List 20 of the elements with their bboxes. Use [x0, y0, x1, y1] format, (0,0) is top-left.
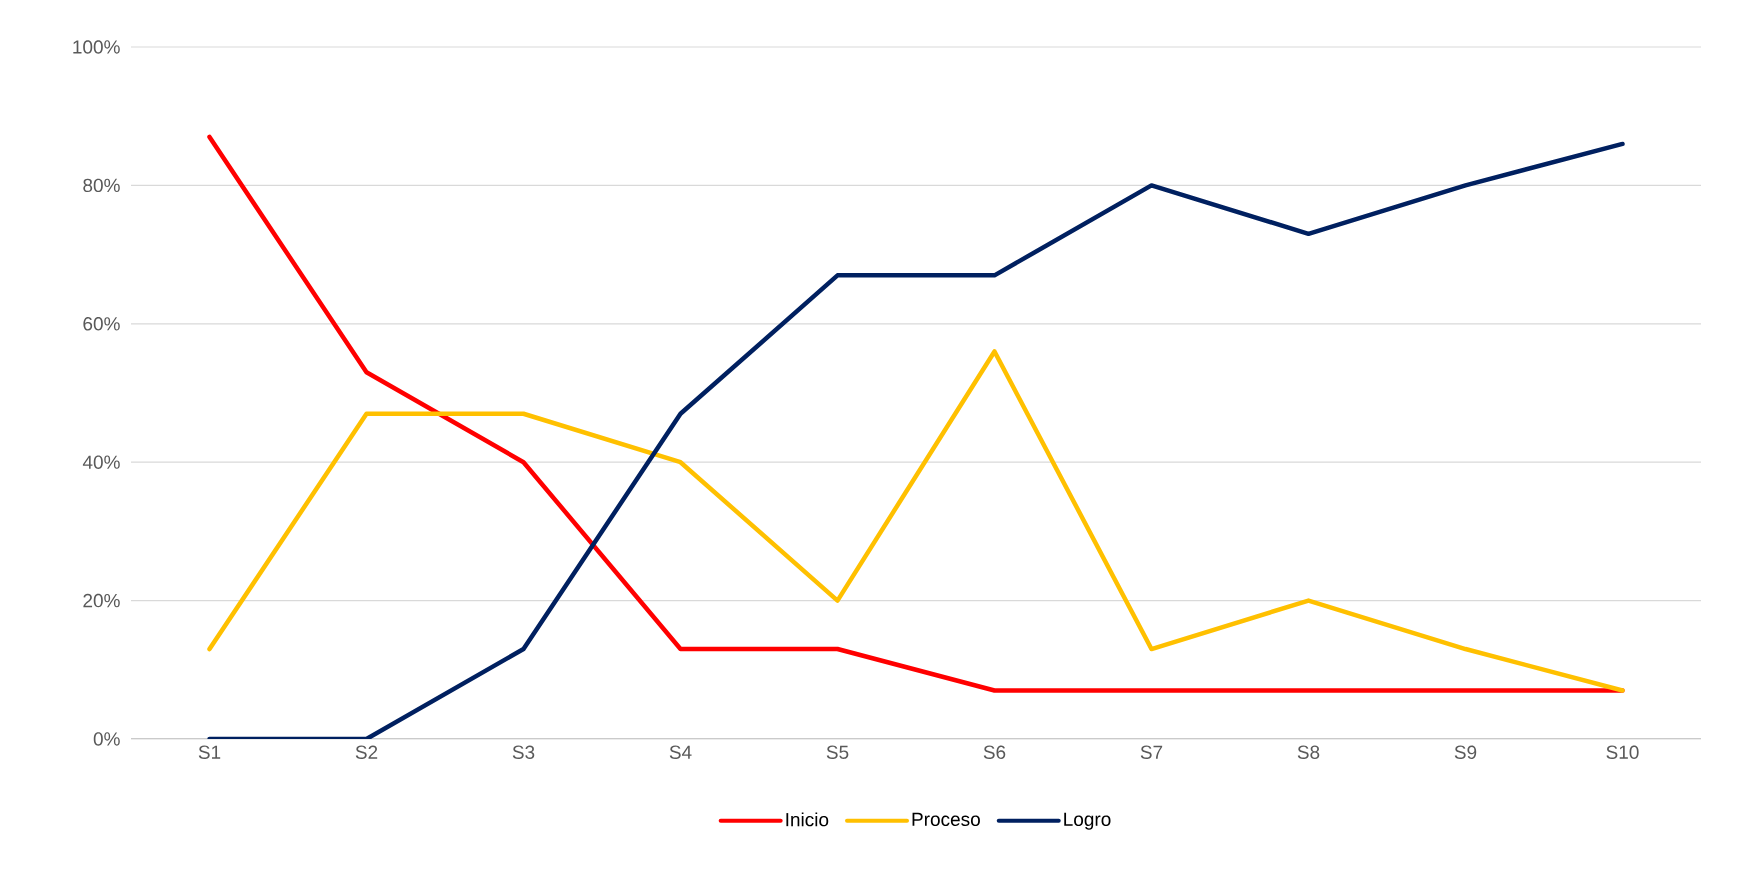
x-tick-label: S3 — [512, 745, 535, 759]
y-tick-label: 80% — [83, 178, 120, 193]
x-tick-label: S2 — [355, 745, 378, 759]
legend-label: Logro — [1064, 812, 1111, 830]
x-tick-label: S5 — [826, 745, 849, 759]
y-tick-label: 0% — [93, 732, 120, 746]
x-tick-label: S7 — [1140, 745, 1163, 759]
y-tick-label: 60% — [83, 317, 120, 331]
x-tick-label: S8 — [1297, 745, 1320, 759]
x-tick-label: S9 — [1454, 745, 1477, 759]
legend-label: Proceso — [912, 812, 980, 826]
x-tick-label: S10 — [1606, 745, 1639, 759]
line-series — [207, 349, 1625, 693]
x-tick-label: S6 — [983, 745, 1006, 759]
y-tick-label: 100% — [73, 40, 120, 54]
x-tick-label: S4 — [669, 745, 692, 759]
x-tick-label: S1 — [198, 745, 221, 759]
y-tick-label: 40% — [82, 455, 120, 469]
y-tick-label: 20% — [83, 593, 120, 608]
legend-label: Inicio — [786, 812, 829, 827]
